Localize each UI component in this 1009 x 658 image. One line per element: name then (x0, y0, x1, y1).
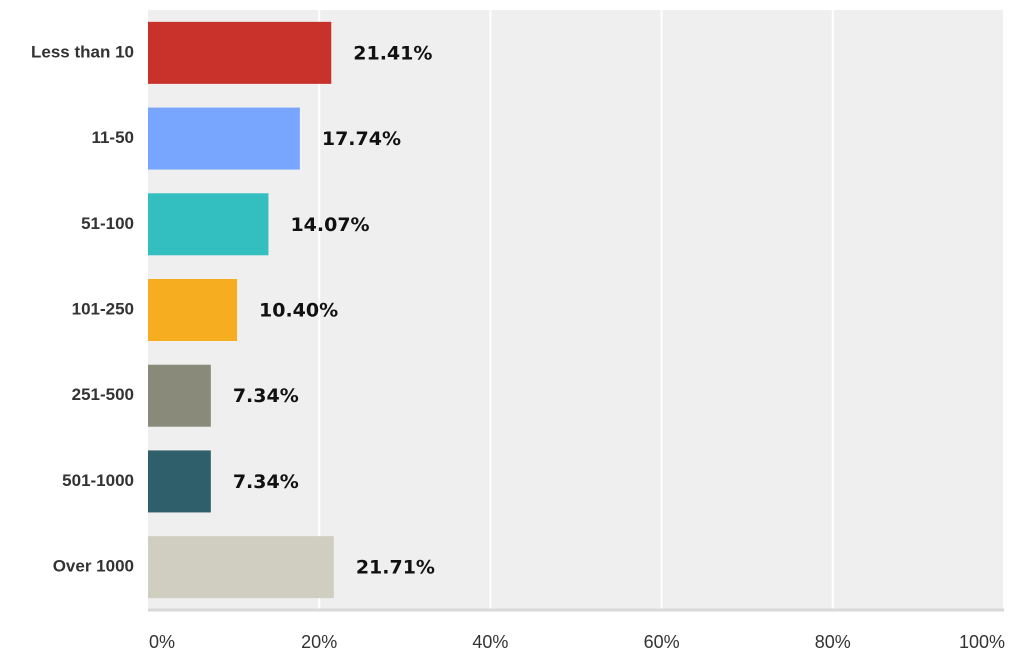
value-label-1: 17.74% (322, 128, 401, 150)
bar-0 (148, 21, 332, 84)
bar-6 (148, 536, 334, 599)
category-label-4: 251-500 (72, 385, 134, 404)
x-tick-label-100: 100% (959, 632, 1005, 652)
x-tick-label-80: 80% (815, 632, 851, 652)
grid-lines (318, 10, 1005, 610)
category-labels: Less than 10 11-50 51-100 101-250 251-500 501… (31, 42, 134, 575)
bar-1 (148, 107, 300, 170)
bars (148, 21, 334, 599)
category-label-0: Less than 10 (31, 42, 134, 61)
x-tick-label-40: 40% (472, 632, 508, 652)
category-label-2: 51-100 (81, 214, 134, 233)
x-tick-label-20: 20% (301, 632, 337, 652)
value-label-5: 7.34% (233, 471, 299, 493)
value-label-3: 10.40% (259, 300, 338, 322)
bar-2 (148, 193, 269, 256)
category-label-3: 101-250 (72, 299, 134, 318)
value-label-4: 7.34% (233, 385, 299, 407)
bar-3 (148, 279, 238, 341)
x-tick-label-0: 0% (149, 632, 175, 652)
value-label-6: 21.71% (356, 557, 435, 579)
x-tick-labels: 0% 20% 40% 60% 80% 100% (149, 632, 1005, 652)
category-label-6: Over 1000 (53, 557, 134, 576)
value-label-2: 14.07% (290, 214, 369, 236)
bar-4 (148, 364, 211, 427)
value-label-0: 21.41% (353, 42, 432, 64)
bar-5 (148, 450, 211, 513)
category-label-1: 11-50 (91, 128, 134, 147)
value-labels: 21.41% 17.74% 14.07% 10.40% 7.34% 7.34% 21.71% (233, 42, 435, 578)
x-tick-label-60: 60% (644, 632, 680, 652)
category-label-5: 501-1000 (62, 471, 134, 490)
